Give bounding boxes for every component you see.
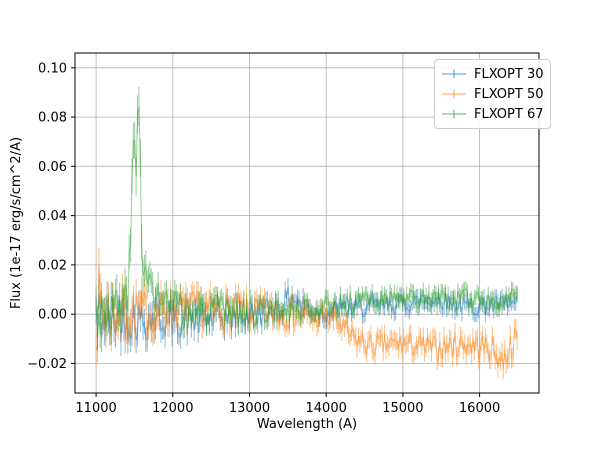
- legend-label: FLXOPT 67: [474, 106, 544, 122]
- y-tick-label: 0.00: [38, 308, 67, 323]
- x-tick-label: 12000: [152, 401, 193, 416]
- legend: FLXOPT 30 FLXOPT 50 FLXOPT 67: [434, 59, 552, 129]
- y-tick-label: 0.04: [38, 209, 67, 224]
- series-line-flxopt-67: [95, 106, 518, 339]
- x-tick-label: 16000: [459, 401, 500, 416]
- y-tick-label: 0.10: [38, 61, 67, 76]
- y-tick-label: 0.06: [38, 160, 67, 175]
- y-axis-label: Flux (1e-17 erg/s/cm^2/A): [9, 137, 24, 309]
- axes-frame: [74, 52, 540, 394]
- legend-item: FLXOPT 30: [441, 64, 543, 84]
- legend-item: FLXOPT 67: [441, 104, 543, 124]
- legend-label: FLXOPT 30: [474, 66, 544, 82]
- errorbar-handle-icon: [442, 89, 466, 99]
- y-tick-label: 0.02: [38, 258, 67, 273]
- data-series: [95, 87, 518, 379]
- y-tick-label: −0.02: [27, 357, 67, 372]
- x-axis-label: Wavelength (A): [257, 417, 357, 432]
- y-tick-label: 0.08: [38, 111, 67, 126]
- x-tick-label: 14000: [306, 401, 347, 416]
- errorbar-handle-icon: [442, 109, 466, 119]
- axis-ticks: [71, 67, 481, 397]
- legend-item: FLXOPT 50: [441, 84, 543, 104]
- tick-labels: 11000 12000 13000 14000 15000 16000 −0.02 0.00 0…: [27, 61, 500, 416]
- x-tick-label: 15000: [382, 401, 423, 416]
- series-line-flxopt-50: [95, 264, 518, 370]
- x-tick-label: 13000: [229, 401, 270, 416]
- errorbar-handle-icon: [442, 69, 466, 79]
- x-tick-label: 11000: [75, 401, 116, 416]
- legend-label: FLXOPT 50: [474, 86, 544, 102]
